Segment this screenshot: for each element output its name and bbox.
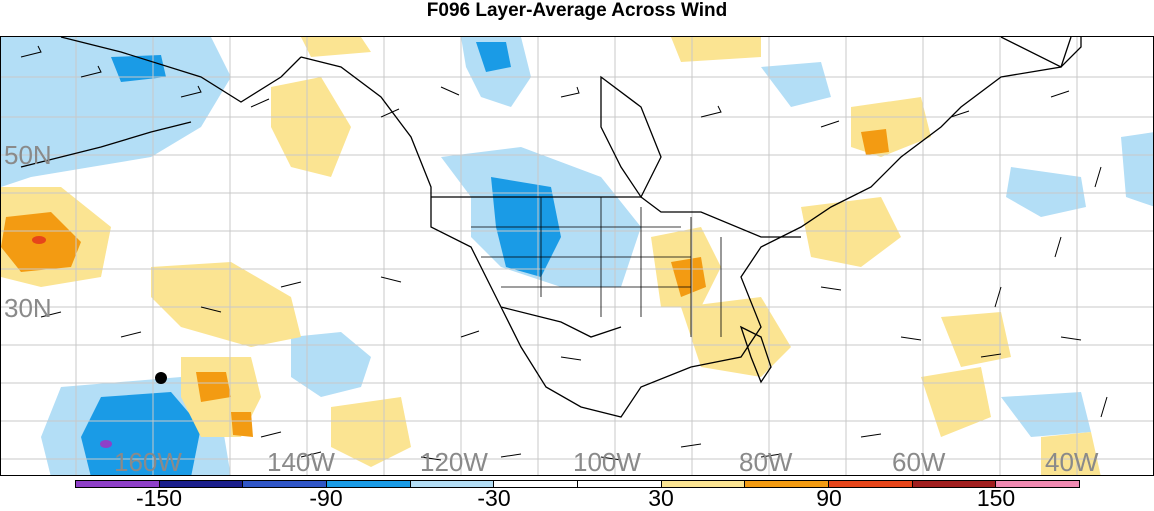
color-scale-bar — [75, 480, 1080, 488]
greenland-outline — [1000, 37, 1082, 68]
negative-shading — [761, 62, 831, 107]
colorbar-segment — [494, 481, 579, 487]
positive-shading — [941, 312, 1011, 367]
strong-negative-shading — [81, 392, 201, 475]
colorbar-segment — [996, 481, 1080, 487]
negative-shading — [1006, 167, 1086, 217]
us-canada-border — [431, 196, 801, 238]
colorbar-label: 150 — [976, 485, 1016, 511]
longitude-label-100w: 100W — [573, 447, 641, 476]
positive-shading — [271, 77, 351, 177]
florida-outline — [739, 325, 772, 384]
positive-shading — [801, 197, 901, 267]
north-america-outline — [300, 37, 1072, 418]
positive-shading — [151, 262, 301, 347]
colorbar-segment — [76, 481, 160, 487]
strong-negative-shading — [476, 42, 511, 72]
positive-shading — [1041, 432, 1101, 475]
colorbar-label: -150 — [135, 485, 183, 511]
colorbar-segment — [912, 481, 997, 487]
shading-layer — [1, 37, 1153, 475]
colorbar-label: 30 — [648, 485, 674, 511]
hawaii-marker — [155, 372, 167, 384]
coastlines — [20, 37, 1082, 418]
strong-positive-shading — [196, 372, 231, 402]
positive-shading — [301, 37, 371, 57]
latitude-label-50n: 50N — [4, 140, 52, 170]
colorbar-segment — [410, 481, 495, 487]
colorbar-segment — [829, 481, 913, 487]
colorbar-segment — [745, 481, 830, 487]
longitude-label-120w: 120W — [420, 447, 488, 476]
colorbar-label: -90 — [309, 485, 343, 511]
negative-shading — [1, 37, 231, 187]
map-canvas — [1, 37, 1153, 475]
positive-shading — [671, 37, 761, 62]
hudson-bay-outline — [600, 75, 662, 199]
colorbar-segment — [327, 481, 411, 487]
longitude-label-40w: 40W — [1045, 447, 1099, 476]
colorbar-segment — [661, 481, 746, 487]
map-title: F096 Layer-Average Across Wind — [426, 0, 728, 21]
negative-shading — [1121, 132, 1153, 207]
wind-barbs — [20, 45, 1108, 461]
negative-shading — [1001, 392, 1091, 437]
extreme-negative-shading — [100, 440, 112, 448]
positive-shading — [851, 97, 931, 157]
latitude-label-30n: 30N — [4, 293, 52, 323]
colorbar-segment — [159, 481, 244, 487]
strong-positive-shading — [861, 129, 889, 155]
longitude-label-140w: 140W — [267, 447, 335, 476]
positive-shading — [681, 297, 791, 377]
positive-shading — [331, 397, 411, 467]
longitude-label-60w: 60W — [892, 447, 946, 476]
negative-shading — [461, 37, 531, 107]
us-mexico-border — [500, 306, 622, 338]
aleutian-chain — [20, 121, 192, 168]
colorbar-segment — [243, 481, 328, 487]
very-strong-positive-shading — [32, 236, 46, 244]
positive-shading — [921, 367, 991, 437]
map-panel: 50N 30N 160W 140W 120W 100W 80W 60W 40W — [0, 36, 1154, 476]
longitude-label-160w: 160W — [114, 447, 182, 476]
colorbar-segment — [578, 481, 662, 487]
alaska-outline — [60, 37, 302, 103]
longitude-label-80w: 80W — [739, 447, 793, 476]
colorbar-label: -30 — [477, 485, 511, 511]
state-borders — [471, 197, 722, 337]
negative-shading — [291, 332, 371, 397]
strong-positive-shading — [231, 412, 253, 437]
colorbar-label: 90 — [816, 485, 842, 511]
